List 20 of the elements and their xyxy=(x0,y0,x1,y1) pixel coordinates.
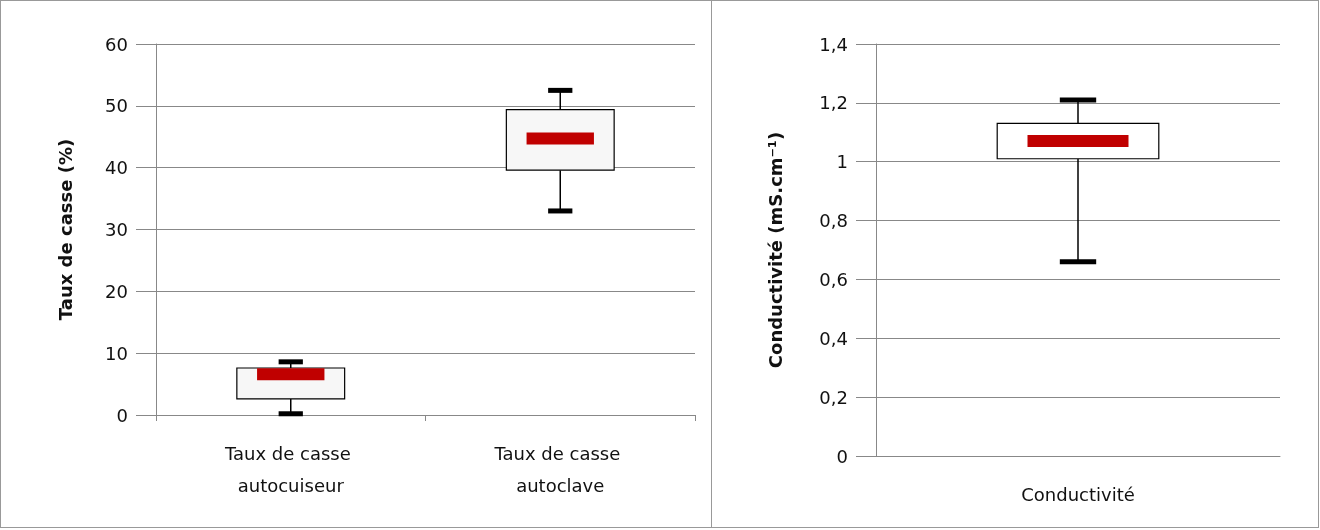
y-axis-title: Conductivité (mS.cm⁻¹) xyxy=(764,131,786,369)
y-tick-label: 0,2 xyxy=(819,386,848,408)
y-tick-label: 40 xyxy=(105,157,128,179)
y-tick-label: 60 xyxy=(105,33,128,55)
x-tick-label: Conductivité xyxy=(1021,483,1135,505)
y-tick-label: 0,6 xyxy=(819,268,848,290)
y-tick-label: 0,4 xyxy=(819,327,848,349)
y-tick-label: 50 xyxy=(105,95,128,117)
y-tick-label: 1 xyxy=(836,151,848,173)
y-tick-label: 10 xyxy=(105,342,128,364)
y-tick-label: 0 xyxy=(836,445,848,467)
y-tick-label: 1,2 xyxy=(819,92,848,114)
y-tick-label: 30 xyxy=(105,219,128,240)
y-tick-label: 0 xyxy=(116,404,128,426)
y-tick-label: 20 xyxy=(105,280,128,302)
y-tick-label: 1,4 xyxy=(819,33,848,55)
x-tick-label: Taux de casse autoclave xyxy=(493,442,627,496)
y-tick-label: 0,8 xyxy=(819,210,848,232)
x-tick-label: Taux de casse autocuiseur xyxy=(223,442,357,496)
y-axis-title: Taux de casse (%) xyxy=(54,138,76,321)
